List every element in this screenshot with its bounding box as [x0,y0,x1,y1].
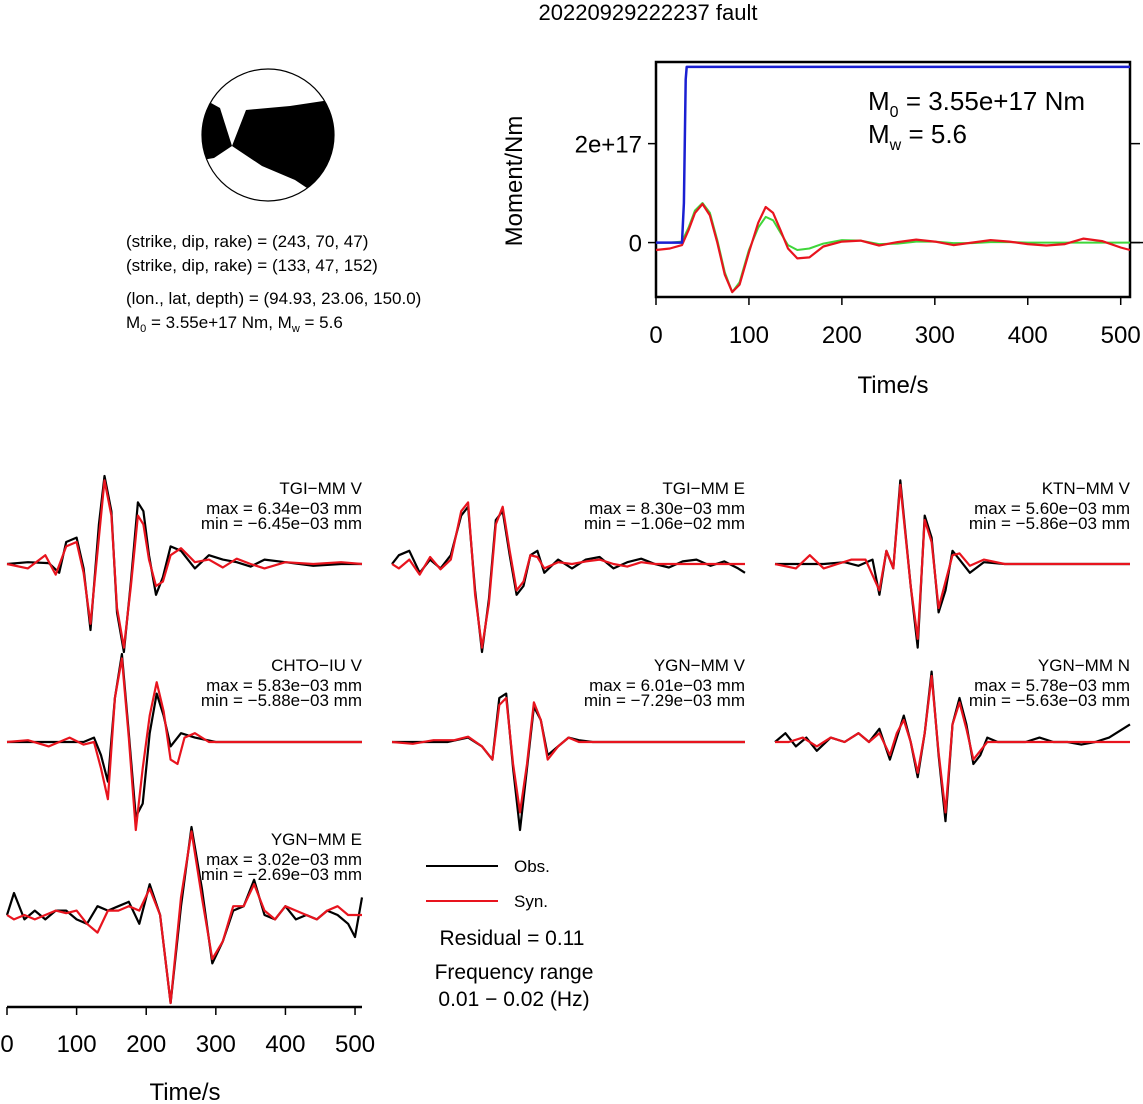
m0-value: = 3.55e+17 Nm, M [146,313,292,332]
cumulative-moment-line [656,65,1130,244]
mw-subscript: w [291,323,300,335]
legend-syn-label: Syn. [514,892,548,911]
moment-magnitude-line: M0 = 3.55e+17 Nm, Mw = 5.6 [126,313,343,335]
time-axis-tick-label: 300 [196,1031,236,1058]
time-axis-tick-label: 100 [57,1031,97,1058]
m0-annotation: M0 = 3.55e+17 Nm [868,86,1085,121]
time-axis-tick-label: 200 [126,1031,166,1058]
max-amplitude-label: max = 8.30e−03 mm [589,499,745,518]
max-amplitude-label: max = 6.01e−03 mm [589,676,745,695]
time-axis-tick-label: 500 [335,1031,375,1058]
station-label: YGN−MM E [271,830,362,849]
mw-value: = 5.6 [300,313,343,332]
min-amplitude-label: min = −7.29e−03 mm [584,691,745,710]
min-amplitude-label: min = −5.63e−03 mm [969,691,1130,710]
moment-x-tick-label: 400 [1008,322,1048,349]
moment-rate-panel: 0 100 200 300 400 500 0 2e+17 Time/s Moment/Nm M0 … [501,60,1143,399]
strike-dip-rake-2: (strike, dip, rake) = (133, 47, 152) [126,256,378,275]
frequency-range-title: Frequency range [435,961,594,984]
station-label: TGI−MM E [662,479,745,498]
beachball-icon [201,68,335,202]
max-amplitude-label: max = 3.02e−03 mm [206,850,362,869]
max-amplitude-label: max = 5.60e−03 mm [974,499,1130,518]
legend: Obs. Syn. Residual = 0.11 Frequency rang… [426,857,593,1011]
moment-x-tick-label: 200 [822,322,862,349]
time-axis-tick-label: 0 [0,1031,13,1058]
moment-x-tick-label: 0 [649,322,662,349]
location-depth: (lon., lat, depth) = (94.93, 23.06, 150.… [126,289,421,308]
time-axis-tick-label: 400 [265,1031,305,1058]
station-label: YGN−MM V [654,656,746,675]
synthetic-trace [6,479,363,649]
min-amplitude-label: min = −6.45e−03 mm [201,514,362,533]
min-amplitude-label: min = −2.69e−03 mm [201,865,362,884]
min-amplitude-label: min = −1.06e−02 mm [584,514,745,533]
figure-title: 20220929222237 fault [539,0,758,25]
moment-y-tick-label: 2e+17 [575,132,642,159]
moment-x-tick-label: 100 [729,322,769,349]
moment-plot-frame [654,60,1132,299]
station-label: YGN−MM N [1038,656,1130,675]
moment-y-axis-label: Moment/Nm [501,116,528,247]
moment-red-wave [655,202,1131,294]
m0-annotation-value: = 3.55e+17 Nm [906,86,1085,116]
max-amplitude-label: max = 5.78e−03 mm [974,676,1130,695]
residual-text: Residual = 0.11 [440,927,585,950]
min-amplitude-label: min = −5.88e−03 mm [201,691,362,710]
moment-x-tick-label: 300 [915,322,955,349]
m0-subscript: 0 [140,323,146,335]
frequency-range-value: 0.01 − 0.02 (Hz) [438,988,589,1011]
moment-green-wave [656,202,1130,294]
waveform-time-axis: 0 100 200 300 400 500 Time/s [0,1005,375,1104]
strike-dip-rake-1: (strike, dip, rake) = (243, 70, 47) [126,232,368,251]
synthetic-trace [6,657,362,832]
mw-annotation-value: = 5.6 [908,119,967,149]
moment-x-axis-label: Time/s [857,372,928,399]
moment-x-tick-label: 500 [1101,322,1141,349]
time-axis-label: Time/s [149,1079,220,1104]
station-label: CHTO−IU V [271,656,363,675]
synthetic-trace [391,501,745,649]
max-amplitude-label: max = 6.34e−03 mm [206,499,362,518]
mw-annotation: Mw = 5.6 [868,119,967,154]
synthetic-trace [6,830,362,1005]
legend-obs-label: Obs. [514,857,550,876]
observed-trace [392,692,745,832]
max-amplitude-label: max = 5.83e−03 mm [206,676,362,695]
station-label: KTN−MM V [1042,479,1131,498]
station-label: TGI−MM V [279,479,362,498]
min-amplitude-label: min = −5.86e−03 mm [969,514,1130,533]
moment-y-tick-label: 0 [629,231,642,258]
m0-prefix: M [126,313,140,332]
synthetic-trace [774,483,1130,640]
observed-trace [6,474,362,654]
synthetic-trace [391,696,745,814]
mechanism-text: (strike, dip, rake) = (243, 70, 47) (str… [126,232,421,335]
synthetic-trace [775,674,1130,814]
